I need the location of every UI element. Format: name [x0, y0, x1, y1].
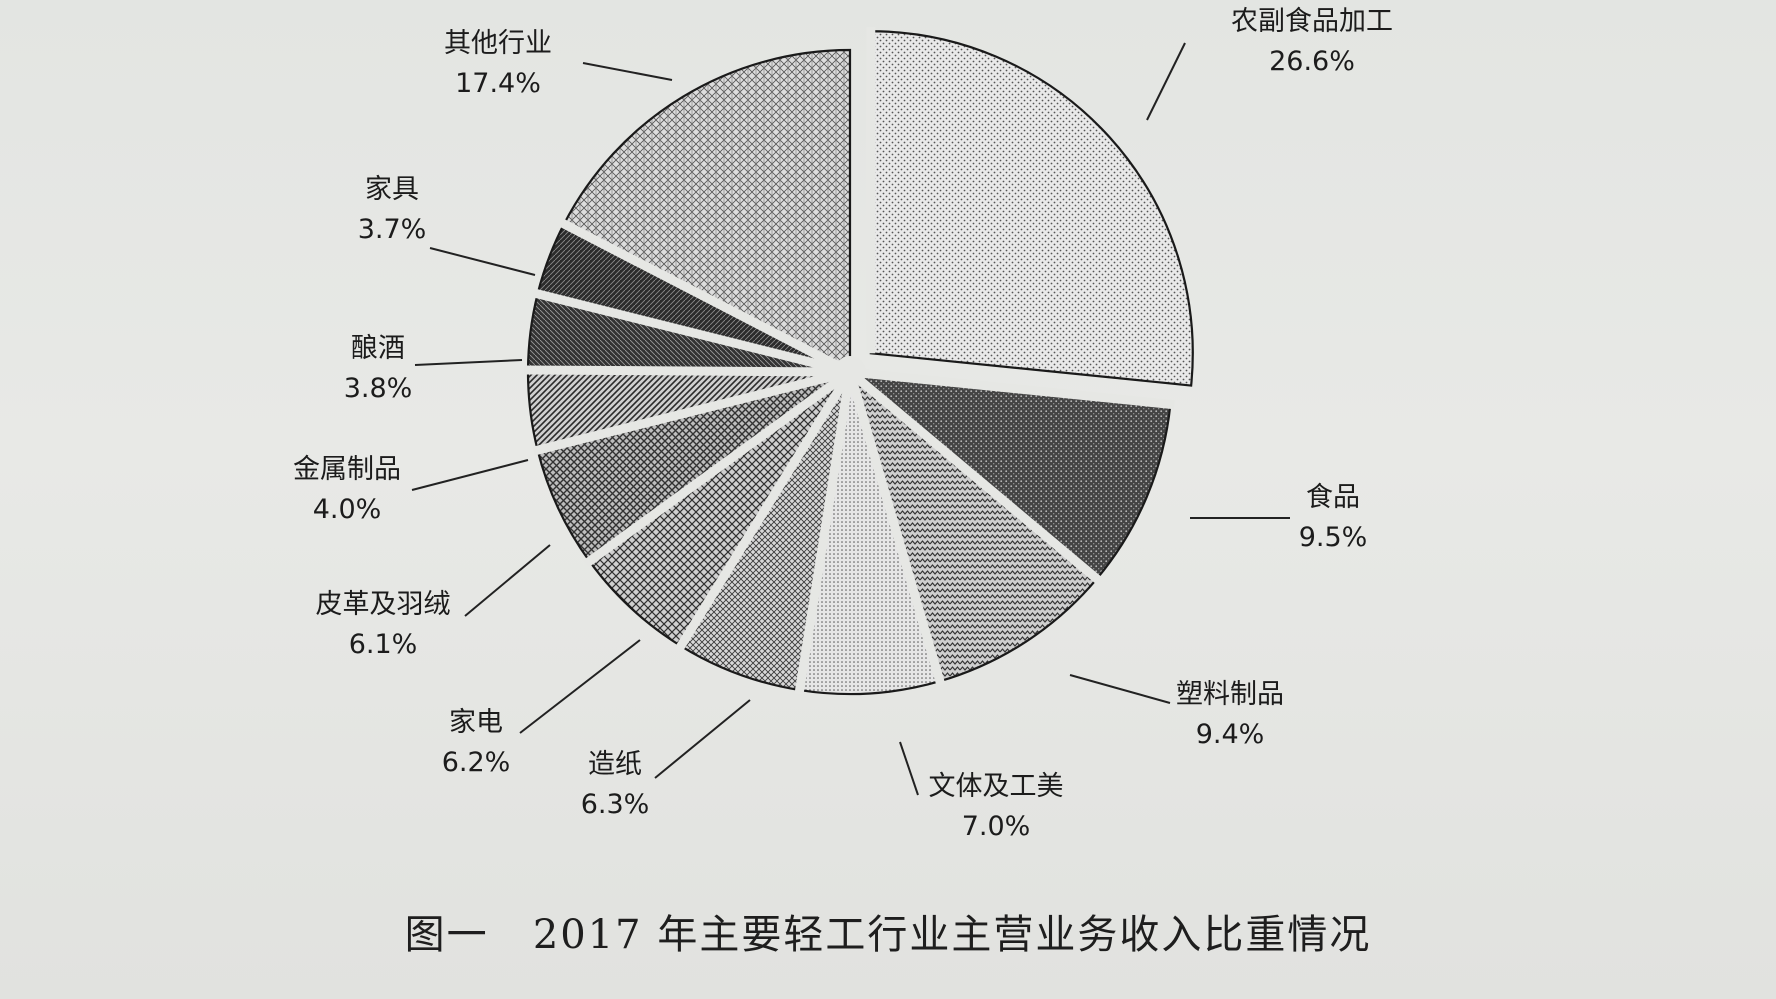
slice-value-label: 7.0%: [962, 811, 1031, 842]
slice-category-label: 农副食品加工: [1231, 6, 1393, 37]
slice-category-label: 家具: [365, 174, 419, 205]
slice-category-label: 皮革及羽绒: [316, 589, 451, 620]
pie-slice: [869, 30, 1194, 387]
slice-separator: [674, 369, 854, 652]
pie-slices: [523, 27, 1194, 696]
leader-line: [414, 359, 523, 366]
leader-line: [519, 639, 641, 734]
slice-value-label: 6.2%: [442, 747, 511, 778]
slice-category-label: 酿酒: [351, 333, 405, 364]
pie-slice: [798, 371, 942, 696]
slice-separator: [849, 367, 1175, 410]
slice-category-label: 塑料制品: [1176, 679, 1284, 710]
slice-separator: [532, 367, 852, 456]
slice-separator: [558, 218, 853, 376]
slice-separator: [532, 288, 852, 377]
pie-slice: [846, 370, 1172, 581]
slice-value-label: 6.3%: [581, 789, 650, 820]
leader-line: [1146, 42, 1186, 121]
leader-line: [411, 459, 529, 491]
pie-slice: [847, 368, 1099, 683]
pie-center: [834, 356, 866, 388]
slice-labels: 农副食品加工 26.6% 食品 9.5% 塑料制品 9.4% 文体及工美 7.0% 造纸 6.3%…: [293, 6, 1393, 842]
slice-separator: [523, 365, 851, 377]
leader-line: [899, 741, 919, 796]
slice-value-label: 17.4%: [455, 68, 541, 99]
leader-line: [429, 247, 536, 276]
slice-value-label: 6.1%: [349, 629, 418, 660]
slice-value-label: 26.6%: [1269, 46, 1355, 77]
slice-separator: [794, 371, 855, 695]
slice-separator: [583, 368, 853, 568]
slice-category-label: 家电: [449, 707, 503, 738]
slice-category-label: 食品: [1306, 482, 1360, 513]
pie-slice: [562, 48, 852, 374]
slice-category-label: 金属制品: [293, 454, 401, 485]
slice-separator: [847, 368, 1103, 585]
slice-category-label: 其他行业: [444, 28, 552, 59]
figure-caption: 图一 2017 年主要轻工行业主营业务收入比重情况: [404, 912, 1372, 958]
leader-line: [654, 699, 751, 779]
leader-line: [582, 62, 673, 81]
slice-category-label: 造纸: [588, 749, 642, 780]
slice-value-label: 9.4%: [1196, 719, 1265, 750]
slice-value-label: 4.0%: [313, 494, 382, 525]
slice-value-label: 3.8%: [344, 373, 413, 404]
slice-separator: [845, 370, 946, 687]
slice-value-label: 9.5%: [1299, 522, 1368, 553]
leader-line: [1069, 674, 1171, 704]
slice-value-label: 3.7%: [358, 214, 427, 245]
slice-category-label: 文体及工美: [929, 771, 1064, 802]
leader-lines: [411, 42, 1290, 796]
leader-line: [464, 544, 551, 617]
